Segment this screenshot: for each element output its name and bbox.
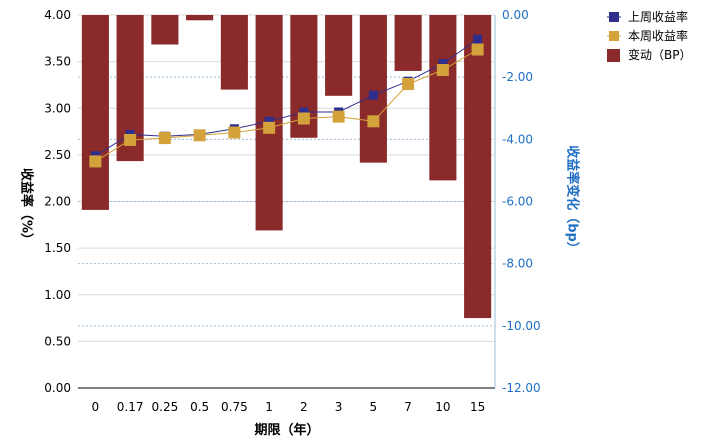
point-last-week-5 xyxy=(368,90,378,100)
bar-5 xyxy=(359,15,387,163)
y2-tick-label: 0.00 xyxy=(502,8,529,22)
point-this-week-0.25 xyxy=(158,132,171,145)
x-tick-label: 7 xyxy=(404,400,412,414)
x-tick-label: 0.17 xyxy=(117,400,144,414)
y-tick-label: 3.00 xyxy=(44,101,71,115)
y2-tick-label: -10.00 xyxy=(502,319,541,333)
y-tick-label: 1.50 xyxy=(44,241,71,255)
bar-3 xyxy=(325,15,353,96)
legend-label: 上周收益率 xyxy=(628,9,688,24)
bar-0.5 xyxy=(186,15,214,21)
legend-marker xyxy=(609,31,619,41)
point-this-week-2 xyxy=(297,112,310,125)
bar-15 xyxy=(464,15,492,319)
point-this-week-10 xyxy=(436,64,449,77)
y2-tick-label: -12.00 xyxy=(502,381,541,395)
y-tick-label: 0.50 xyxy=(44,334,71,348)
x-tick-labels: 0 0.17 0.25 0.5 0.75 1 2 3 5 7 10 15 xyxy=(92,400,486,414)
x-tick-label: 0.25 xyxy=(152,400,179,414)
point-last-week-15 xyxy=(473,34,483,44)
y2-tick-label: -8.00 xyxy=(502,257,533,271)
line-series xyxy=(89,34,484,168)
point-this-week-5 xyxy=(367,115,380,128)
bar-0.25 xyxy=(151,15,179,45)
y2-axis-title: 收益率变化（bp） xyxy=(565,145,581,255)
x-tick-label: 15 xyxy=(470,400,485,414)
y-tick-label: 2.50 xyxy=(44,148,71,162)
legend-label: 变动（BP） xyxy=(628,47,691,62)
y2-tick-label: -4.00 xyxy=(502,132,533,146)
point-last-week-10 xyxy=(438,58,448,68)
point-this-week-0.5 xyxy=(193,129,206,142)
y-tick-label: 4.00 xyxy=(44,8,71,22)
point-this-week-0 xyxy=(89,155,102,168)
bar-0.75 xyxy=(220,15,248,90)
x-tick-label: 10 xyxy=(435,400,450,414)
x-tick-label: 2 xyxy=(300,400,308,414)
point-this-week-7 xyxy=(402,78,415,91)
legend-label: 本周收益率 xyxy=(628,28,688,43)
y-tick-label: 1.00 xyxy=(44,288,71,302)
point-this-week-0.17 xyxy=(124,133,137,146)
point-this-week-15 xyxy=(471,43,484,56)
y-tick-label: 0.00 xyxy=(44,381,71,395)
x-tick-label: 3 xyxy=(335,400,343,414)
y2-tick-label: -6.00 xyxy=(502,195,533,209)
x-tick-label: 0.5 xyxy=(190,400,209,414)
point-last-week-2 xyxy=(299,107,309,117)
axes xyxy=(78,15,496,389)
y-tick-label: 3.50 xyxy=(44,55,71,69)
point-last-week-1 xyxy=(264,116,274,126)
point-this-week-3 xyxy=(332,110,345,123)
left-tick-labels: 0.00 0.50 1.00 1.50 2.00 2.50 3.00 3.50 4.00 xyxy=(44,8,71,395)
bar-10 xyxy=(429,15,457,181)
right-tick-labels: -12.00 -10.00 -8.00 -6.00 -4.00 -2.00 0.00 xyxy=(502,8,541,395)
legend-marker xyxy=(609,12,619,22)
x-axis-title: 期限（年） xyxy=(254,422,319,438)
bar-0 xyxy=(81,15,109,210)
point-this-week-1 xyxy=(263,121,276,134)
legend-marker xyxy=(607,49,620,62)
x-tick-label: 1 xyxy=(265,400,273,414)
y-tick-label: 2.00 xyxy=(44,195,71,209)
bar-series-change xyxy=(81,15,492,319)
bar-7 xyxy=(394,15,422,71)
y2-tick-label: -2.00 xyxy=(502,70,533,84)
x-tick-label: 5 xyxy=(370,400,378,414)
x-tick-label: 0 xyxy=(92,400,100,414)
y-axis-title: 收益率（%） xyxy=(19,168,35,246)
point-this-week-0.75 xyxy=(228,126,241,139)
x-tick-label: 0.75 xyxy=(221,400,248,414)
